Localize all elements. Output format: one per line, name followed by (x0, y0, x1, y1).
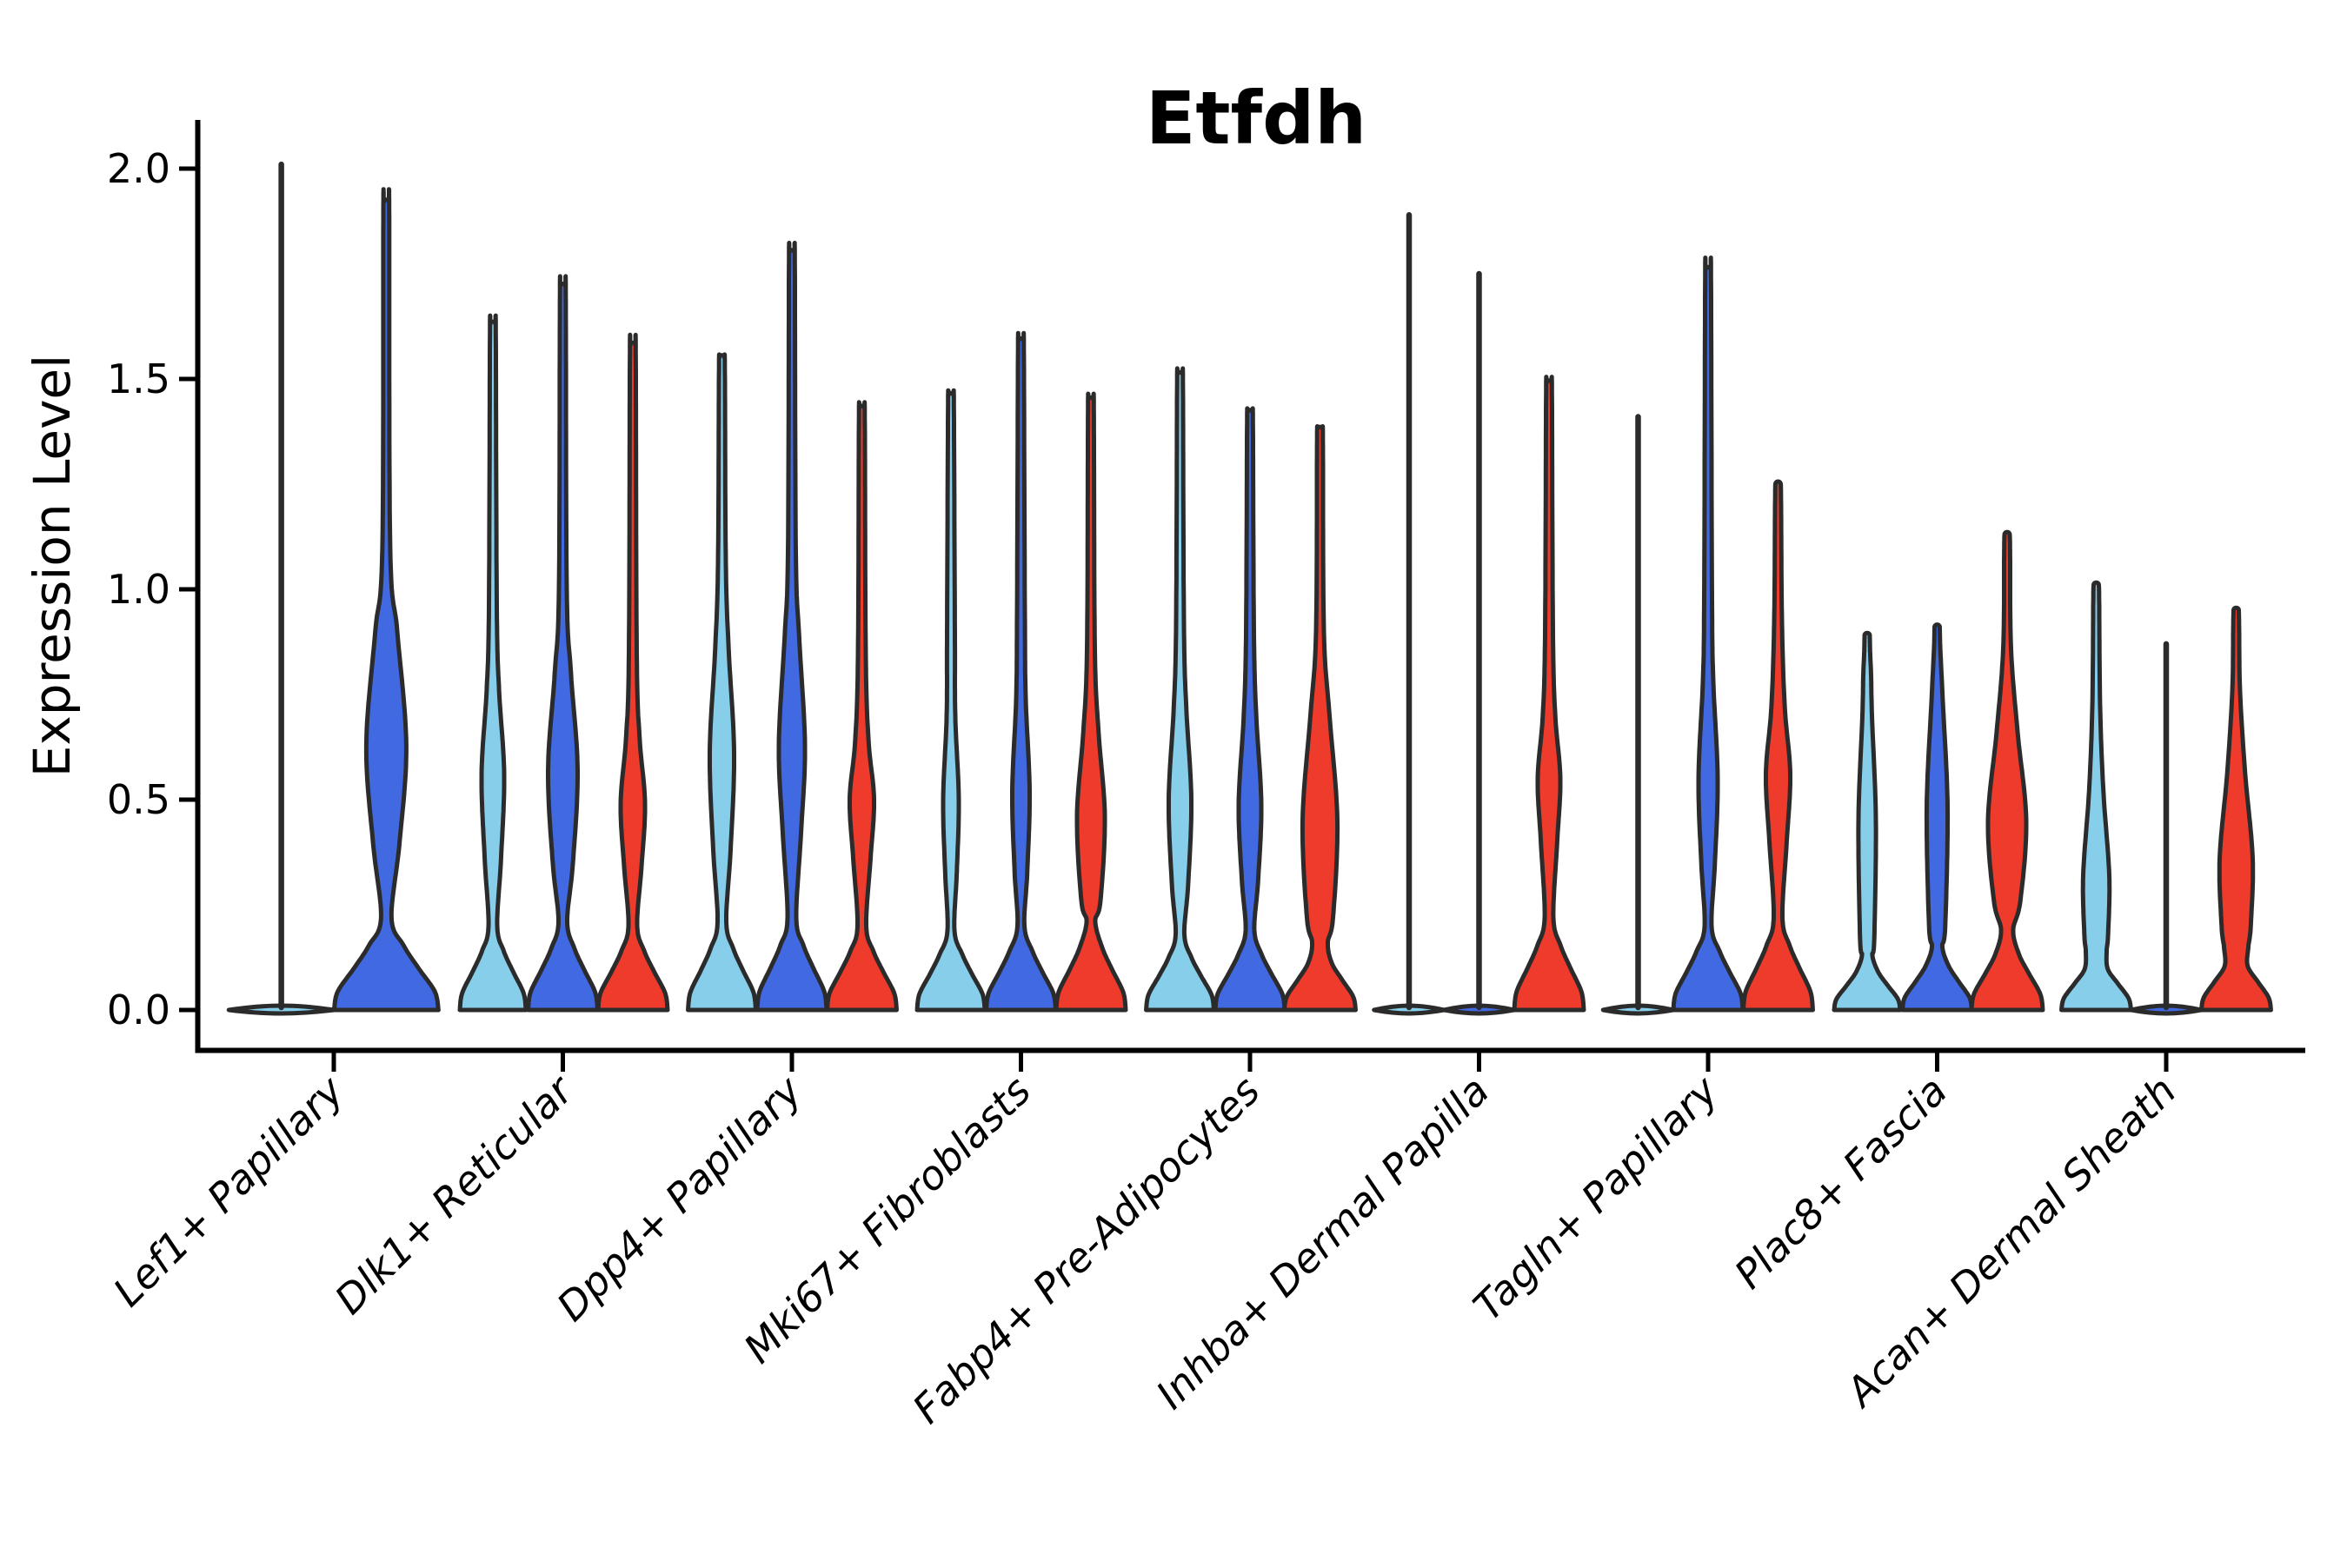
x-tick-label-dlk1-reticular: Dlk1+ Reticular (326, 1065, 584, 1323)
x-tick-label-tagln-papillary: Tagln+ Papillary (1464, 1066, 1727, 1330)
violin-plac8-fascia-light_blue (1832, 630, 1903, 1013)
violin-mki67-fibroblasts-red (1054, 391, 1128, 1013)
axes (179, 120, 2305, 1072)
y-axis-label: Expression Level (23, 355, 82, 777)
violin-lef1-papillary-dark_blue (331, 187, 441, 1013)
violin-mki67-fibroblasts-light_blue (914, 388, 987, 1013)
x-tick-label-lef1-papillary: Lef1+ Papillary (104, 1066, 353, 1315)
violin-plac8-fascia-red (1969, 529, 2045, 1013)
violin-mki67-fibroblasts-dark_blue (984, 330, 1058, 1013)
y-tick-label-2.0: 2.0 (107, 145, 170, 192)
x-tick-label-dpp4-papillary: Dpp4+ Papillary (548, 1066, 811, 1330)
violin-plac8-fascia-dark_blue (1900, 622, 1974, 1013)
violin-acan-dermal-sheath-red (2199, 605, 2273, 1013)
chart-title: Etfdh (1146, 76, 1366, 161)
violin-tagln-papillary-dark_blue (1671, 256, 1745, 1013)
y-tick-label-0.0: 0.0 (107, 987, 170, 1033)
violin-dlk1-reticular-red (595, 332, 670, 1013)
violin-inhba-dermal-papilla-red (1512, 375, 1586, 1013)
violin-fabp4-pre-adipocytes-light_blue (1144, 366, 1216, 1013)
violin-tagln-papillary-red (1741, 479, 1815, 1013)
violin-dlk1-reticular-dark_blue (526, 274, 600, 1013)
violins-layer (226, 161, 2273, 1016)
y-tick-label-0.5: 0.5 (107, 776, 170, 823)
violin-dpp4-papillary-light_blue (686, 352, 758, 1013)
violin-fabp4-pre-adipocytes-dark_blue (1213, 406, 1287, 1013)
violin-dlk1-reticular-light_blue (457, 313, 529, 1013)
y-tick-label-1.0: 1.0 (107, 566, 170, 613)
violin-acan-dermal-sheath-light_blue (2059, 580, 2133, 1013)
x-tick-label-plac8-fascia: Plac8+ Fascia (1725, 1067, 1956, 1298)
violin-fabp4-pre-adipocytes-red (1282, 424, 1358, 1013)
y-tick-label-1.5: 1.5 (107, 355, 170, 402)
violin-dpp4-papillary-red (825, 400, 899, 1013)
violin-dpp4-papillary-dark_blue (755, 241, 829, 1013)
